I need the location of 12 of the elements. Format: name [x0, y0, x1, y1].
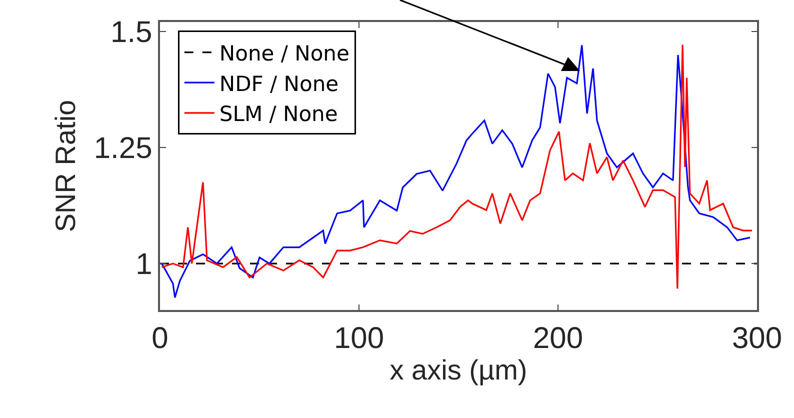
- legend-label: SLM / None: [219, 102, 338, 126]
- x-tick-label: 200: [532, 322, 584, 355]
- x-tick-label: 100: [334, 322, 384, 355]
- legend-label: NDF / None: [219, 72, 339, 96]
- x-tick-label: 300: [732, 322, 782, 355]
- y-tick-label: 1.5: [110, 16, 152, 49]
- x-axis-title: x axis (µm): [390, 354, 528, 386]
- legend-label: None / None: [219, 41, 350, 66]
- y-tick-label: 1: [136, 248, 152, 282]
- y-tick-label: 1.25: [94, 132, 152, 165]
- x-tick-label: 0: [152, 322, 168, 355]
- y-axis-title: SNR Ratio: [50, 100, 82, 232]
